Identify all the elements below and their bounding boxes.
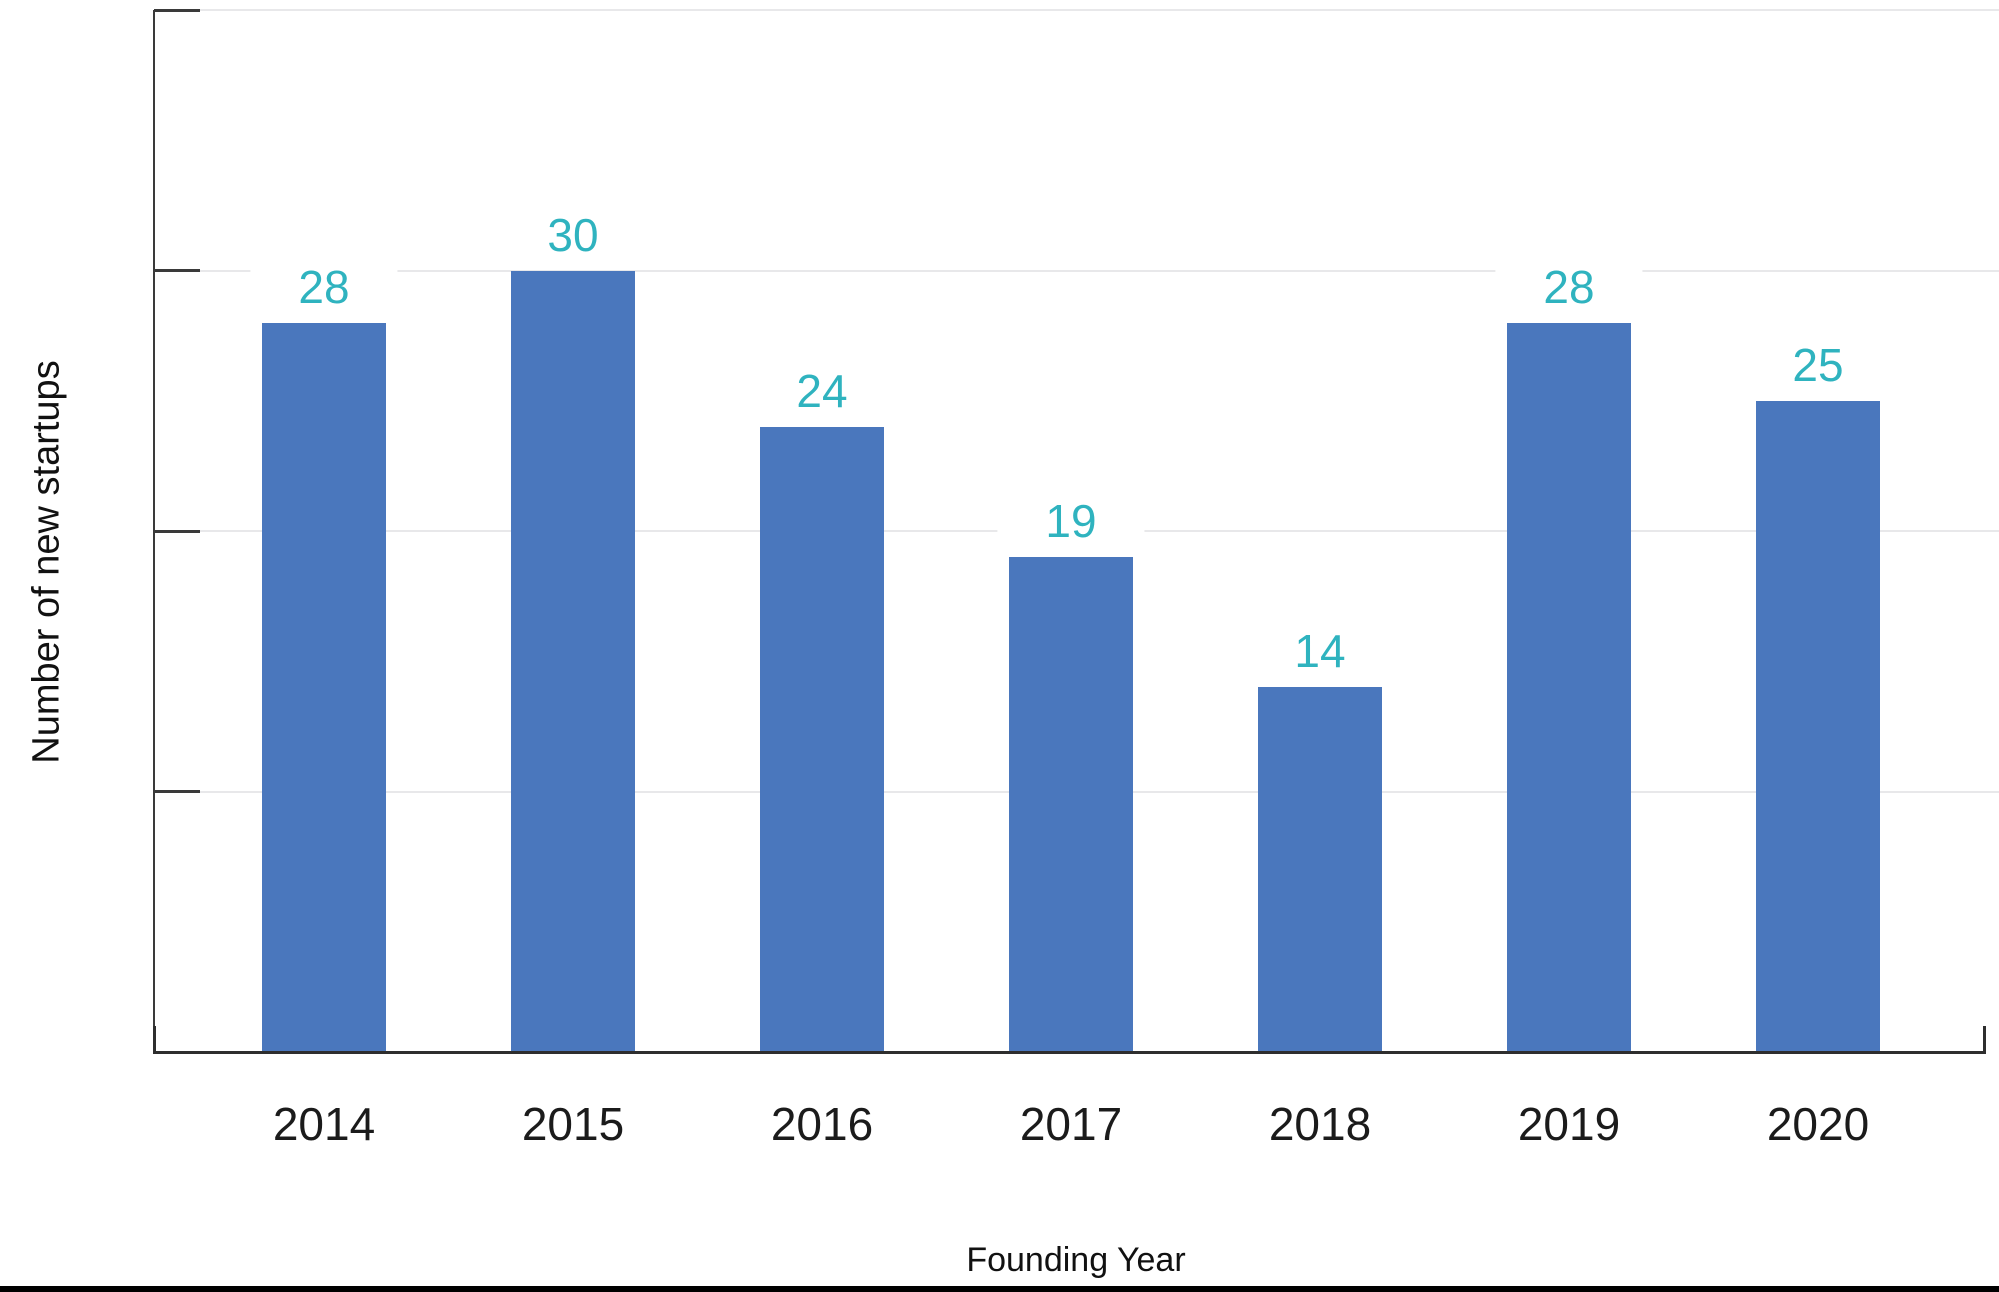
bar <box>262 322 386 1052</box>
y-axis-tick <box>154 790 200 793</box>
y-axis-tick <box>154 269 200 272</box>
bar-value-label: 28 <box>250 260 398 313</box>
bar-value-label: 25 <box>1744 338 1892 391</box>
bar <box>1756 400 1880 1052</box>
x-axis-end-stub-right <box>1983 1026 1986 1052</box>
x-tick-label: 2020 <box>1766 1098 1870 1150</box>
bar <box>1507 322 1631 1052</box>
y-axis-tick <box>154 8 200 12</box>
x-tick-label: 2015 <box>521 1098 625 1150</box>
bar <box>511 270 635 1052</box>
x-axis-end-stub-left <box>153 1026 156 1052</box>
bar <box>760 426 884 1052</box>
gridline <box>154 9 1999 11</box>
y-axis-line <box>153 10 155 1052</box>
y-axis-tick <box>154 529 200 533</box>
bar <box>1009 557 1133 1052</box>
bar-value-label: 28 <box>1495 260 1643 313</box>
gridline <box>154 269 1999 272</box>
x-tick-label: 2018 <box>1268 1098 1372 1150</box>
x-tick-label: 2016 <box>770 1098 874 1150</box>
bar-value-label: 30 <box>499 208 647 261</box>
bar <box>1258 687 1382 1052</box>
x-tick-label: 2019 <box>1517 1098 1621 1150</box>
bar-value-label: 14 <box>1246 625 1394 678</box>
x-axis-title: Founding Year <box>966 1241 1186 1279</box>
x-tick-label: 2014 <box>272 1098 376 1150</box>
x-tick-label: 2017 <box>1019 1098 1123 1150</box>
bar-value-label: 24 <box>748 364 896 417</box>
bottom-border-bar <box>0 1286 1999 1292</box>
y-axis-title: Number of new startups <box>25 360 68 764</box>
bar-value-label: 19 <box>997 495 1145 548</box>
x-axis-line <box>153 1051 1986 1054</box>
